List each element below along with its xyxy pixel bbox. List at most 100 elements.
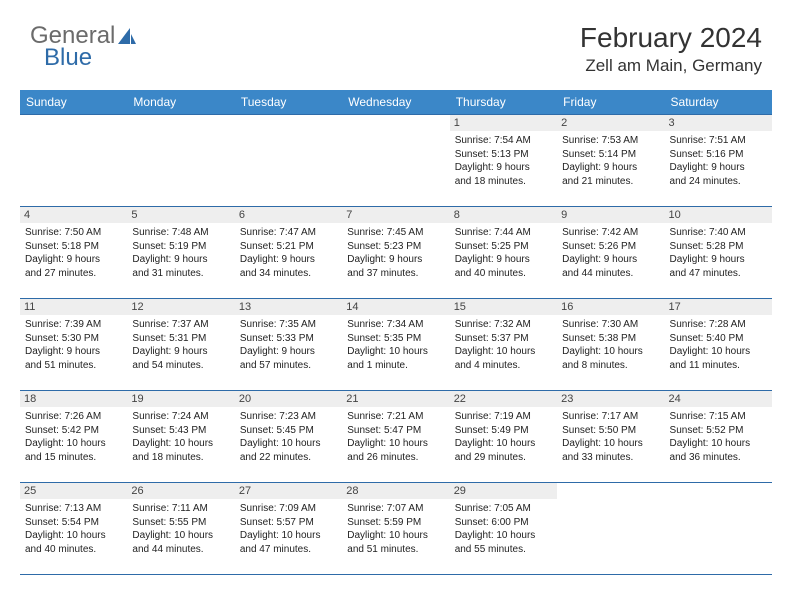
day-line-d1: Daylight: 9 hours <box>132 253 229 267</box>
day-line-ss: Sunset: 5:30 PM <box>25 332 122 346</box>
day-line-ss: Sunset: 5:57 PM <box>240 516 337 530</box>
day-line-d1: Daylight: 10 hours <box>455 437 552 451</box>
day-number: 18 <box>20 391 127 407</box>
day-number: 28 <box>342 483 449 499</box>
day-line-ss: Sunset: 5:42 PM <box>25 424 122 438</box>
day-line-ss: Sunset: 5:37 PM <box>455 332 552 346</box>
day-line-sr: Sunrise: 7:32 AM <box>455 318 552 332</box>
day-details: Sunrise: 7:53 AMSunset: 5:14 PMDaylight:… <box>562 134 659 188</box>
day-details: Sunrise: 7:09 AMSunset: 5:57 PMDaylight:… <box>240 502 337 556</box>
day-line-d1: Daylight: 9 hours <box>670 161 767 175</box>
day-line-ss: Sunset: 5:55 PM <box>132 516 229 530</box>
day-details: Sunrise: 7:17 AMSunset: 5:50 PMDaylight:… <box>562 410 659 464</box>
day-line-d1: Daylight: 10 hours <box>132 529 229 543</box>
day-line-sr: Sunrise: 7:11 AM <box>132 502 229 516</box>
day-cell: 26Sunrise: 7:11 AMSunset: 5:55 PMDayligh… <box>127 483 234 575</box>
weekday-header: Wednesday <box>342 90 449 115</box>
day-number: 14 <box>342 299 449 315</box>
day-details: Sunrise: 7:07 AMSunset: 5:59 PMDaylight:… <box>347 502 444 556</box>
day-details: Sunrise: 7:50 AMSunset: 5:18 PMDaylight:… <box>25 226 122 280</box>
day-line-sr: Sunrise: 7:21 AM <box>347 410 444 424</box>
day-line-d1: Daylight: 10 hours <box>240 437 337 451</box>
logo-text-blue: Blue <box>44 44 92 72</box>
day-line-ss: Sunset: 5:38 PM <box>562 332 659 346</box>
day-line-ss: Sunset: 5:54 PM <box>25 516 122 530</box>
day-details: Sunrise: 7:32 AMSunset: 5:37 PMDaylight:… <box>455 318 552 372</box>
week-row: 11Sunrise: 7:39 AMSunset: 5:30 PMDayligh… <box>20 299 772 391</box>
week-row: 25Sunrise: 7:13 AMSunset: 5:54 PMDayligh… <box>20 483 772 575</box>
day-cell: 7Sunrise: 7:45 AMSunset: 5:23 PMDaylight… <box>342 207 449 299</box>
day-line-ss: Sunset: 5:59 PM <box>347 516 444 530</box>
day-number: 15 <box>450 299 557 315</box>
day-number: 19 <box>127 391 234 407</box>
day-line-d2: and 15 minutes. <box>25 451 122 465</box>
day-details: Sunrise: 7:39 AMSunset: 5:30 PMDaylight:… <box>25 318 122 372</box>
day-number: 10 <box>665 207 772 223</box>
week-row: 1Sunrise: 7:54 AMSunset: 5:13 PMDaylight… <box>20 115 772 207</box>
day-line-ss: Sunset: 5:21 PM <box>240 240 337 254</box>
day-line-d1: Daylight: 10 hours <box>25 437 122 451</box>
day-number: 9 <box>557 207 664 223</box>
day-cell: 28 Sunrise: 7:07 AMSunset: 5:59 PMDayligh… <box>342 483 449 575</box>
day-cell: 12Sunrise: 7:37 AMSunset: 5:31 PMDayligh… <box>127 299 234 391</box>
day-line-ss: Sunset: 5:19 PM <box>132 240 229 254</box>
day-line-ss: Sunset: 5:49 PM <box>455 424 552 438</box>
day-number: 3 <box>665 115 772 131</box>
day-details: Sunrise: 7:40 AMSunset: 5:28 PMDaylight:… <box>670 226 767 280</box>
day-line-d1: Daylight: 10 hours <box>347 345 444 359</box>
day-line-d2: and 21 minutes. <box>562 175 659 189</box>
day-line-d2: and 18 minutes. <box>132 451 229 465</box>
day-line-d2: and 55 minutes. <box>455 543 552 557</box>
day-cell: 6Sunrise: 7:47 AMSunset: 5:21 PMDaylight… <box>235 207 342 299</box>
day-cell: 24Sunrise: 7:15 AMSunset: 5:52 PMDayligh… <box>665 391 772 483</box>
weekday-header: Friday <box>557 90 664 115</box>
day-details: Sunrise: 7:23 AMSunset: 5:45 PMDaylight:… <box>240 410 337 464</box>
day-cell: 13Sunrise: 7:35 AMSunset: 5:33 PMDayligh… <box>235 299 342 391</box>
day-line-d2: and 40 minutes. <box>455 267 552 281</box>
day-line-sr: Sunrise: 7:28 AM <box>670 318 767 332</box>
day-cell <box>342 115 449 207</box>
day-line-ss: Sunset: 5:14 PM <box>562 148 659 162</box>
day-line-sr: Sunrise: 7:23 AM <box>240 410 337 424</box>
day-number: 13 <box>235 299 342 315</box>
day-line-ss: Sunset: 5:52 PM <box>670 424 767 438</box>
day-cell: 27Sunrise: 7:09 AMSunset: 5:57 PMDayligh… <box>235 483 342 575</box>
day-line-d1: Daylight: 9 hours <box>132 345 229 359</box>
day-line-ss: Sunset: 5:25 PM <box>455 240 552 254</box>
day-cell: 11 Sunrise: 7:39 AMSunset: 5:30 PMDayligh… <box>20 299 127 391</box>
day-number: 11 <box>20 299 127 315</box>
day-number: 6 <box>235 207 342 223</box>
day-line-d1: Daylight: 9 hours <box>562 253 659 267</box>
day-details: Sunrise: 7:28 AMSunset: 5:40 PMDaylight:… <box>670 318 767 372</box>
day-line-ss: Sunset: 5:18 PM <box>25 240 122 254</box>
day-line-d1: Daylight: 9 hours <box>240 345 337 359</box>
day-line-d1: Daylight: 9 hours <box>25 253 122 267</box>
day-line-sr: Sunrise: 7:39 AM <box>25 318 122 332</box>
day-details: Sunrise: 7:11 AMSunset: 5:55 PMDaylight:… <box>132 502 229 556</box>
day-cell <box>20 115 127 207</box>
day-line-d2: and 27 minutes. <box>25 267 122 281</box>
day-line-sr: Sunrise: 7:30 AM <box>562 318 659 332</box>
day-cell <box>235 115 342 207</box>
day-number: 23 <box>557 391 664 407</box>
day-number: 29 <box>450 483 557 499</box>
week-row: 18Sunrise: 7:26 AMSunset: 5:42 PMDayligh… <box>20 391 772 483</box>
day-cell: 10 Sunrise: 7:40 AMSunset: 5:28 PMDayligh… <box>665 207 772 299</box>
day-line-d2: and 24 minutes. <box>670 175 767 189</box>
day-line-d2: and 8 minutes. <box>562 359 659 373</box>
day-line-d2: and 26 minutes. <box>347 451 444 465</box>
day-line-ss: Sunset: 5:13 PM <box>455 148 552 162</box>
day-line-d1: Daylight: 9 hours <box>455 253 552 267</box>
day-cell: 8Sunrise: 7:44 AMSunset: 5:25 PMDaylight… <box>450 207 557 299</box>
day-cell: 14Sunrise: 7:34 AMSunset: 5:35 PMDayligh… <box>342 299 449 391</box>
day-line-d1: Daylight: 10 hours <box>25 529 122 543</box>
day-line-sr: Sunrise: 7:24 AM <box>132 410 229 424</box>
day-line-d1: Daylight: 10 hours <box>240 529 337 543</box>
day-cell <box>665 483 772 575</box>
day-details: Sunrise: 7:44 AMSunset: 5:25 PMDaylight:… <box>455 226 552 280</box>
day-number: 25 <box>20 483 127 499</box>
day-line-d1: Daylight: 10 hours <box>670 437 767 451</box>
month-title: February 2024 <box>580 22 762 54</box>
day-number: 22 <box>450 391 557 407</box>
day-details: Sunrise: 7:05 AMSunset: 6:00 PMDaylight:… <box>455 502 552 556</box>
